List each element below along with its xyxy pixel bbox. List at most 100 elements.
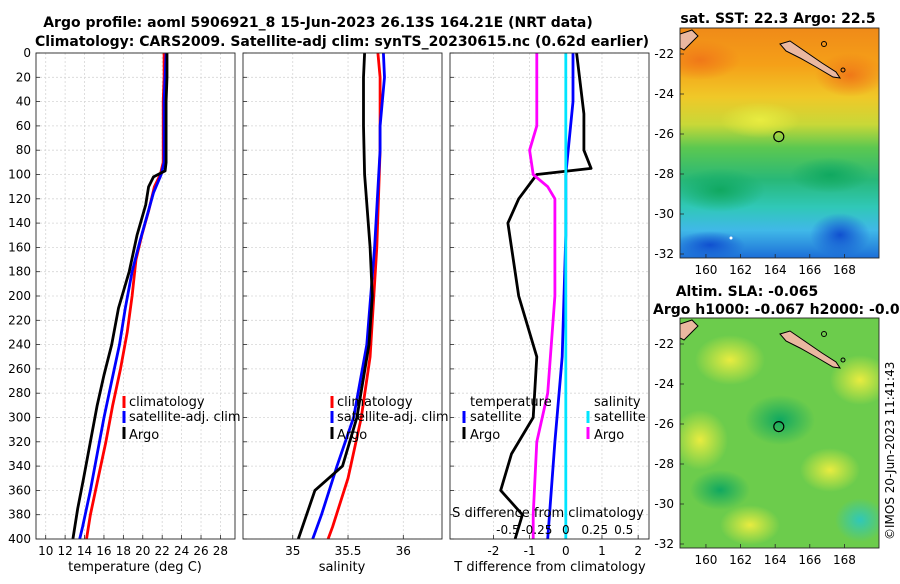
sst-mid-patch [720,102,800,138]
difference-legend-salinity: salinity satellite Argo [586,395,646,443]
latitude-tick-label: -28 [654,457,674,471]
x-tick-label: 35 [285,544,300,558]
longitude-tick-label: 160 [695,263,718,277]
temperature-series [71,52,169,540]
sla-map-subtitle: Argo h1000: -0.067 h2000: -0.089 [653,302,900,318]
sla-high-patch [680,410,728,470]
series-salinity-argo [528,53,557,539]
sla-low-patch [690,470,750,510]
x-tick-label: 36 [396,544,411,558]
x-tick-label: 24 [174,544,189,558]
latitude-tick-label: -30 [654,497,674,511]
legend-s-argo-label: Argo [594,428,624,443]
longitude-tick-label: 168 [833,553,856,567]
temperature-panel: 0 20 40 60 80 100 120 140 160 180 200 220 240 260 280 3… [8,46,241,575]
temperature-difference-axis-label: T difference from climatology [453,560,646,575]
depth-tick-label: 20 [16,70,31,84]
sla-latitude-ticks: -22 -24 -26 -28 -30 -32 [654,337,684,551]
x-tick-label: 20 [135,544,150,558]
depth-tick-label: 240 [8,338,31,352]
island-outline [821,41,827,47]
sla-low-patch [835,498,879,542]
x-tick-label: 26 [193,544,208,558]
latitude-tick-label: -22 [654,47,674,61]
new-caledonia-land [779,330,842,369]
difference-legend-temperature: temperature satellite Argo [462,395,552,443]
depth-tick-label: 340 [8,459,31,473]
legend-t-argo-label: Argo [470,428,500,443]
x-tick-label: 1 [598,544,606,558]
longitude-tick-label: 164 [764,553,787,567]
sst-cold-patch [680,231,745,258]
salinity-axes-box [242,52,443,540]
salinity-difference-tick-label: -0.25 [521,523,552,537]
legend-salinity-heading: salinity [594,395,641,410]
sst-map-frame [679,27,880,259]
series-argo [296,52,374,540]
depth-axis-ticks: 0 20 40 60 80 100 120 140 160 180 200 220 240 260 280 3… [8,46,31,546]
x-tick-label: -1 [524,544,536,558]
x-tick-label: 2 [634,544,642,558]
latitude-tick-label: -26 [654,417,674,431]
latitude-tick-label: -24 [654,377,674,391]
depth-tick-label: 320 [8,435,31,449]
legend-argo-label: Argo [129,428,159,443]
legend-s-satellite-label: satellite [594,410,646,425]
sst-warm-patch [815,53,879,97]
depth-tick-label: 0 [23,46,31,60]
sst-map-title: sat. SST: 22.3 Argo: 22.5 [680,11,875,27]
island-outline [840,67,846,73]
sla-map-title: Altim. SLA: -0.065 [676,284,819,300]
depth-tick-label: 100 [8,168,31,182]
salinity-axis-ticks: 35 35.5 36 [285,544,411,558]
latitude-tick-label: -28 [654,167,674,181]
depth-tick-label: 280 [8,386,31,400]
series-satellite-adj-clim [78,52,168,540]
latitude-tick-label: -24 [654,87,674,101]
legend-argo-label: Argo [337,428,367,443]
difference-grid [450,52,649,540]
depth-tick-label: 40 [16,95,31,109]
x-tick-label: 12 [57,544,72,558]
x-tick-label: 35.5 [335,544,362,558]
sst-longitude-ticks: 160 162 164 166 168 [695,254,856,277]
depth-tick-label: 380 [8,508,31,522]
x-tick-label: 14 [77,544,92,558]
figure-subtitle: Climatology: CARS2009. Satellite-adj cli… [35,34,649,50]
legend-climatology-label: climatology [337,395,413,410]
legend-temperature-heading: temperature [470,395,552,410]
series-argo [71,53,169,540]
depth-tick-label: 120 [8,192,31,206]
latitude-tick-label: -26 [654,127,674,141]
argo-location-marker [773,421,785,433]
longitude-tick-label: 160 [695,553,718,567]
salinity-difference-tick-label: 0.25 [581,523,608,537]
latitude-tick-label: -22 [654,337,674,351]
salinity-axis-label: salinity [319,560,366,575]
sla-high-patch [800,448,860,492]
difference-axes-box [449,52,650,540]
difference-series [499,52,593,540]
sst-warm-patch [680,40,740,80]
sst-cool-patch [680,168,765,212]
longitude-tick-label: 162 [729,263,752,277]
salinity-difference-ticks: -0.5 -0.25 0 0.25 0.5 [496,523,633,537]
legend-climatology-label: climatology [129,395,205,410]
depth-tick-label: 260 [8,362,31,376]
sla-high-patch [830,355,879,405]
temperature-axis-ticks: 10 12 14 16 18 20 22 24 26 28 [38,544,228,558]
sla-map-frame [679,317,880,549]
series-satellite-adj-clim [311,52,386,540]
depth-tick-label: 60 [16,119,31,133]
longitude-tick-label: 162 [729,553,752,567]
sla-high-patch [695,335,765,385]
coast-land [680,319,699,341]
latitude-tick-label: -30 [654,207,674,221]
temperature-legend: climatology satellite-adj. clim Argo [122,395,241,443]
argo-location-marker [773,131,785,143]
salinity-difference-tick-label: -0.5 [496,523,519,537]
longitude-tick-label: 164 [764,263,787,277]
latitude-tick-label: -32 [654,247,674,261]
